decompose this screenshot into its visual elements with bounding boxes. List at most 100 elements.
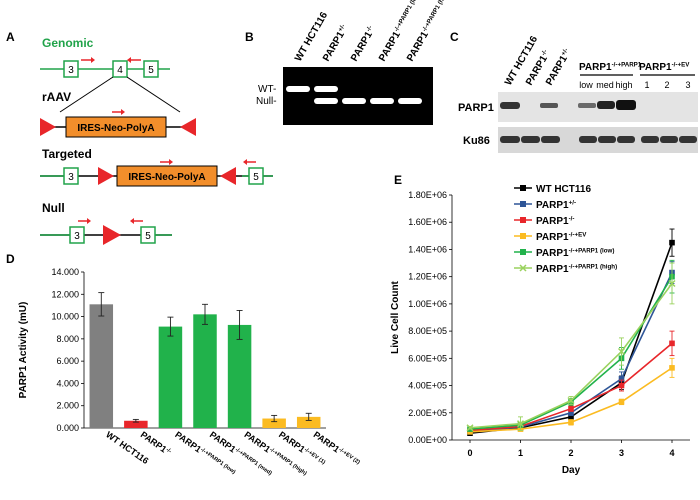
null-exon-5-label: 5 (145, 231, 151, 242)
genomic-exon-4-label: 4 (117, 65, 123, 76)
e-x-tick-label: 4 (669, 448, 674, 458)
e-data-point (668, 279, 676, 288)
e-y-tick-label: 1.00E+06 (408, 299, 447, 309)
western-parp1-bands (500, 100, 636, 110)
e-y-tick-label: 4.00E+05 (408, 381, 447, 391)
genomic-primers (81, 57, 141, 63)
western-ku86-bands (500, 136, 697, 143)
e-legend-label: PARP1-/-+PARP1 (low) (536, 248, 614, 260)
e-legend-label: PARP1-/-+EV (536, 232, 587, 244)
e-y-tick-label: 0.00E+00 (408, 435, 447, 445)
d-y-tick-label: 4.000 (56, 378, 79, 388)
band-het-null (314, 98, 338, 104)
panel-label-d: D (6, 252, 15, 266)
gel-lane-labels: WT HCT116PARP1+/-PARP1-/-PARP1-/-+PARP1 … (293, 0, 451, 63)
d-bar (262, 418, 286, 428)
gel-wt-marker: WT- (258, 84, 276, 95)
wb-parp1-het (540, 103, 558, 108)
genomic-exon-4 (112, 60, 128, 78)
gel-null-marker: Null- (256, 96, 277, 107)
sub-ev-3: 3 (685, 80, 690, 90)
e-legend-marker (519, 264, 527, 272)
band-ko-null (342, 98, 366, 104)
blot-label-ku86: Ku86 (463, 135, 490, 147)
null-primers (78, 218, 143, 224)
e-x-tick-label: 1 (518, 448, 523, 458)
genomic-exon-3 (63, 60, 79, 78)
homology-arm-right (126, 76, 181, 113)
wb-parp1-wt (500, 102, 520, 109)
raav-itr-right (180, 118, 196, 136)
raav-primer (112, 109, 125, 115)
panel-a: A Genomic 3 4 5 rAAV IRES-Neo-PolyA Targ… (6, 30, 273, 245)
targeted-primers (160, 159, 256, 165)
targeted-itr-right (220, 167, 236, 185)
e-x-tick-label: 0 (467, 448, 472, 458)
d-bar (227, 324, 252, 428)
genomic-label: Genomic (42, 36, 94, 50)
wb-parp1-high (616, 100, 636, 110)
e-legend-marker (520, 249, 526, 255)
homology-arm-left (59, 76, 114, 113)
e-data-point (466, 424, 474, 432)
genomic-exon-5-label: 5 (148, 65, 154, 76)
band-high-null (398, 98, 422, 104)
panel-label-c: C (450, 30, 459, 44)
e-y-tick-label: 1.40E+06 (408, 244, 447, 254)
raav-cassette (65, 116, 167, 138)
d-y-tick-label: 2.000 (56, 401, 79, 411)
gel-lane-label: PARP1+/- (321, 23, 351, 63)
western-group1-label: PARP1-/-+PARP1 (579, 62, 642, 74)
e-x-tick-label: 3 (619, 448, 624, 458)
panel-e-line-chart: E 0.00E+00 2.00E+05 4.00E+05 6.00E+05 8.00E+… (390, 173, 690, 476)
e-data-point (618, 382, 625, 389)
targeted-exon-5 (248, 167, 264, 185)
wb-parp1-low (578, 103, 596, 108)
e-legend-marker (520, 185, 526, 191)
null-exon-5 (140, 226, 156, 244)
e-data-point (568, 405, 574, 412)
gel-lane-label: PARP1-/- (349, 24, 378, 63)
d-y-tick-label: 8.000 (56, 334, 79, 344)
targeted-exon-5-label: 5 (253, 172, 259, 183)
e-data-point (567, 396, 575, 405)
e-data-point (618, 375, 625, 382)
e-data-point (568, 409, 574, 416)
e-legend-label: PARP1-/- (536, 216, 574, 228)
d-bar (193, 314, 217, 428)
d-bar (124, 420, 148, 428)
e-y-tick-label: 1.80E+06 (408, 190, 447, 200)
e-data-point (618, 399, 625, 405)
band-low-null (370, 98, 394, 104)
e-y-tick-label: 8.00E+05 (408, 326, 447, 336)
e-legend-label: PARP1+/- (536, 200, 576, 212)
d-bar (158, 326, 183, 428)
null-exon-3 (69, 226, 85, 244)
genomic-exon-3-label: 3 (68, 65, 74, 76)
sub-med: med (596, 80, 614, 90)
d-category-label: PARP1-/-+PARP1 (high) (242, 429, 308, 479)
pcr-gel-bands (286, 86, 422, 104)
sub-ev-1: 1 (644, 80, 649, 90)
d-bar (296, 416, 321, 428)
targeted-exon-3 (63, 167, 79, 185)
targeted-exon-3-label: 3 (68, 172, 74, 183)
e-x-axis-label: Day (562, 465, 581, 476)
d-y-axis-label: PARP1 Activity (mU) (18, 302, 29, 399)
e-y-tick-label: 1.20E+06 (408, 272, 447, 282)
panel-label-a: A (6, 30, 15, 44)
e-y-tick-label: 2.00E+05 (408, 408, 447, 418)
d-y-tick-label: 6.000 (56, 356, 79, 366)
raav-itr-left (40, 118, 56, 136)
sub-high: high (615, 80, 632, 90)
western-group2-label: PARP1-/-+EV (639, 62, 690, 74)
targeted-label: Targeted (42, 147, 92, 161)
panel-b: B WT HCT116PARP1+/-PARP1-/-PARP1-/-+PARP… (245, 0, 451, 125)
band-het-wt (314, 86, 338, 92)
sub-ev-2: 2 (664, 80, 669, 90)
e-y-tick-label: 6.00E+05 (408, 353, 447, 363)
raav-cassette-label: IRES-Neo-PolyA (77, 123, 154, 134)
e-data-point (568, 419, 574, 426)
pcr-gel (283, 67, 433, 125)
e-x-tick-label: 2 (568, 448, 573, 458)
